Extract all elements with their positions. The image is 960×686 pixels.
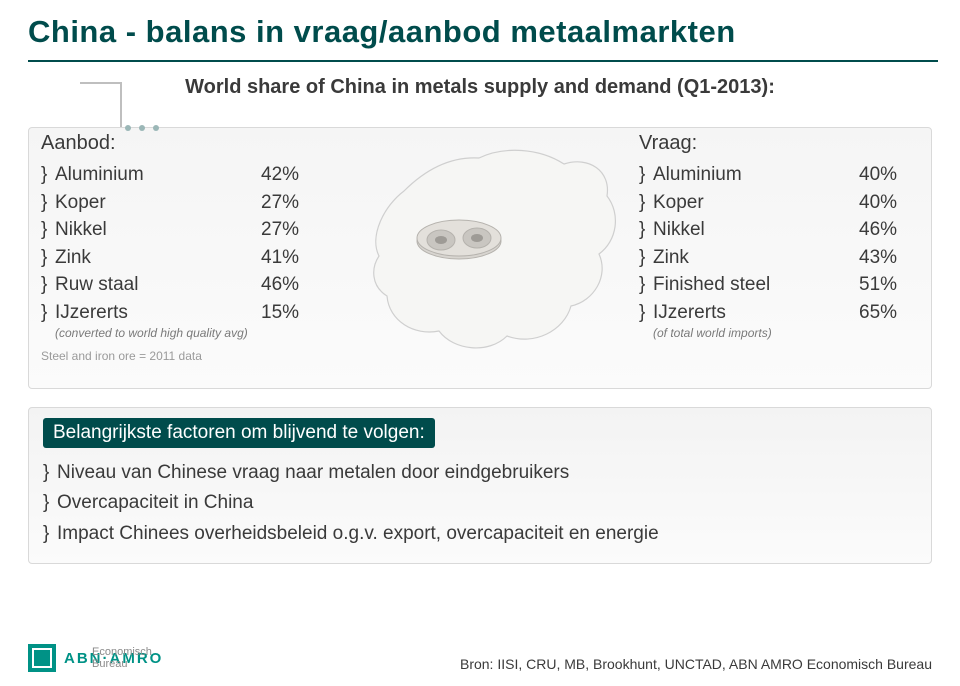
source-line: Bron: IISI, CRU, MB, Brookhunt, UNCTAD, … xyxy=(460,656,932,672)
supply-heading: Aanbod: xyxy=(41,132,321,155)
supply-row: }IJzererts15% xyxy=(41,299,321,327)
supply-row: }Aluminium42% xyxy=(41,161,321,189)
follow-bullet: }Niveau van Chinese vraag naar metalen d… xyxy=(43,458,917,488)
demand-footnote-1: (of total world imports) xyxy=(639,326,919,340)
page-title: China - balans in vraag/aanbod metaalmar… xyxy=(0,0,960,60)
follow-bullet: }Impact Chinees overheidsbeleid o.g.v. e… xyxy=(43,519,917,549)
demand-row: }IJzererts65% xyxy=(639,299,919,327)
supply-demand-panel: Aanbod: }Aluminium42% }Koper27% }Nikkel2… xyxy=(28,127,932,389)
follow-bullet: }Overcapaciteit in China xyxy=(43,488,917,518)
supply-row: }Zink41% xyxy=(41,244,321,272)
logo-subtext: Economisch Bureau xyxy=(92,646,163,670)
demand-heading: Vraag: xyxy=(639,132,919,155)
subtitle: World share of China in metals supply an… xyxy=(0,76,960,99)
follow-heading: Belangrijkste factoren om blijvend te vo… xyxy=(43,418,435,448)
demand-row: }Zink43% xyxy=(639,244,919,272)
demand-column: Vraag: }Aluminium40% }Koper40% }Nikkel46… xyxy=(639,132,919,341)
supply-row: }Ruw staal46% xyxy=(41,271,321,299)
demand-row: }Finished steel51% xyxy=(639,271,919,299)
title-underline xyxy=(28,60,938,62)
supply-footnote-1: (converted to world high quality avg) xyxy=(41,326,321,340)
shield-icon xyxy=(28,644,56,672)
brand-logo: ABN·AMRO Economisch Bureau xyxy=(28,644,163,672)
supply-column: Aanbod: }Aluminium42% }Koper27% }Nikkel2… xyxy=(41,132,321,363)
china-map-graphic xyxy=(349,136,629,366)
supply-row: }Nikkel27% xyxy=(41,216,321,244)
demand-row: }Nikkel46% xyxy=(639,216,919,244)
supply-footnote-2: Steel and iron ore = 2011 data xyxy=(41,349,321,363)
demand-row: }Aluminium40% xyxy=(639,161,919,189)
supply-row: }Koper27% xyxy=(41,189,321,217)
follow-panel: Belangrijkste factoren om blijvend te vo… xyxy=(28,407,932,564)
demand-row: }Koper40% xyxy=(639,189,919,217)
